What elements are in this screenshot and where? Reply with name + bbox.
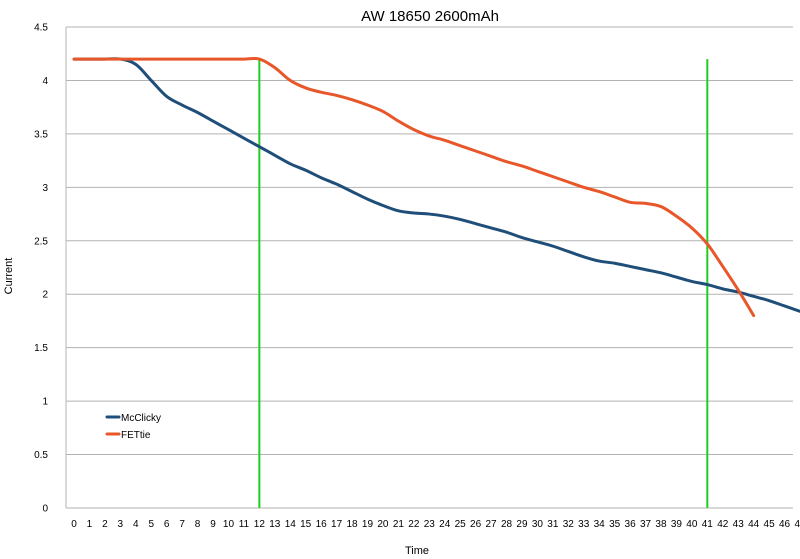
x-tick-label: 39	[671, 519, 683, 530]
x-tick-label: 30	[532, 519, 544, 530]
x-tick-label: 13	[269, 519, 281, 530]
y-tick-label: 1.5	[34, 343, 48, 354]
x-tick-label: 23	[424, 519, 436, 530]
x-tick-label: 27	[486, 519, 498, 530]
x-tick-label: 42	[717, 519, 729, 530]
y-tick-label: 3	[42, 183, 48, 194]
x-tick-label: 14	[285, 519, 297, 530]
x-tick-label: 36	[625, 519, 637, 530]
y-tick-label: 4	[42, 76, 48, 87]
x-tick-label: 10	[223, 519, 235, 530]
x-tick-label: 7	[179, 519, 185, 530]
x-tick-label: 28	[501, 519, 513, 530]
x-tick-label: 20	[377, 519, 389, 530]
x-tick-label: 35	[609, 519, 621, 530]
x-tick-labels: 0 1 2 3 4 5 6 7 8 9 10 11 12 13 14 15 16 17 18 19 20 21 22 23 24…	[71, 519, 800, 530]
x-tick-label: 1	[87, 519, 93, 530]
x-tick-label: 16	[316, 519, 328, 530]
x-tick-label: 6	[164, 519, 170, 530]
legend-label-fettie: FETtie	[121, 430, 151, 441]
chart-title: AW 18650 2600mAh	[361, 8, 499, 25]
x-tick-label: 44	[748, 519, 760, 530]
legend: McClicky FETtie	[105, 413, 161, 441]
x-tick-label: 11	[239, 519, 250, 530]
x-tick-label: 12	[254, 519, 266, 530]
x-tick-label: 3	[118, 519, 124, 530]
x-tick-label: 33	[578, 519, 590, 530]
x-tick-label: 46	[779, 519, 791, 530]
y-tick-label: 4.5	[34, 23, 48, 34]
y-tick-label: 2.5	[34, 236, 48, 247]
x-tick-label: 24	[439, 519, 451, 530]
x-tick-label: 15	[300, 519, 312, 530]
gridlines	[66, 26, 793, 509]
x-tick-label: 17	[331, 519, 343, 530]
x-tick-label: 34	[594, 519, 606, 530]
y-axis-title: Current	[3, 258, 15, 295]
x-tick-label: 4	[133, 519, 139, 530]
x-tick-label: 26	[470, 519, 482, 530]
x-tick-label: 0	[71, 519, 77, 530]
x-tick-label: 47	[794, 519, 800, 530]
x-tick-label: 5	[148, 519, 154, 530]
x-tick-label: 31	[547, 519, 559, 530]
x-tick-label: 45	[764, 519, 776, 530]
x-tick-label: 43	[733, 519, 745, 530]
x-tick-label: 21	[393, 519, 405, 530]
x-tick-label: 2	[102, 519, 108, 530]
x-tick-label: 9	[210, 519, 216, 530]
y-tick-label: 1	[42, 397, 48, 408]
y-tick-label: 0.5	[34, 450, 48, 461]
legend-label-mcclicky: McClicky	[121, 413, 161, 424]
series-line-mcclicky	[72, 57, 800, 313]
x-tick-label: 38	[655, 519, 667, 530]
x-tick-label: 19	[362, 519, 374, 530]
x-axis-title: Time	[405, 545, 429, 557]
x-tick-label: 32	[563, 519, 575, 530]
y-tick-labels: 0 0.5 1 1.5 2 2.5 3 3.5 4 4.5	[34, 23, 48, 515]
x-tick-label: 40	[686, 519, 698, 530]
series-lines	[72, 56, 800, 318]
series-line-fettie	[72, 56, 756, 318]
y-tick-label: 2	[42, 290, 48, 301]
x-tick-label: 25	[455, 519, 467, 530]
x-tick-label: 8	[195, 519, 201, 530]
y-tick-label: 3.5	[34, 129, 48, 140]
x-tick-label: 37	[640, 519, 652, 530]
x-tick-label: 41	[702, 519, 714, 530]
y-tick-label: 0	[42, 504, 48, 515]
x-tick-label: 22	[408, 519, 420, 530]
x-tick-label: 29	[516, 519, 528, 530]
x-tick-label: 18	[346, 519, 358, 530]
